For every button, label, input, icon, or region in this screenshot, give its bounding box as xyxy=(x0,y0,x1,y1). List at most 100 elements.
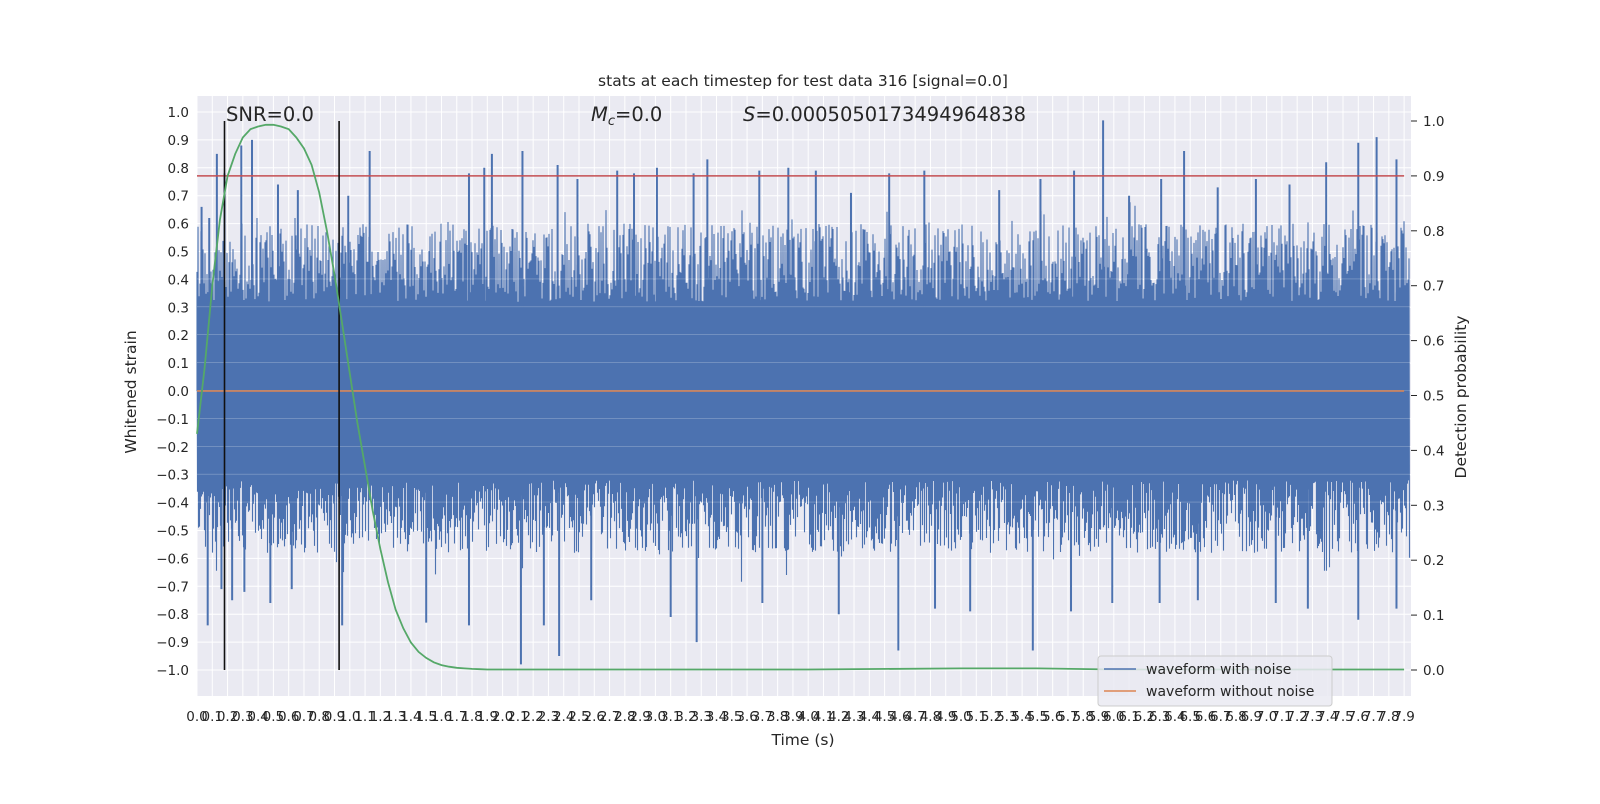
x-tick-label: 1.4 xyxy=(400,709,421,725)
x-tick-label: 2.3 xyxy=(538,709,559,725)
x-tick-label: 0.8 xyxy=(308,709,329,725)
x-tick-label: 6.1 xyxy=(1118,709,1139,725)
x-tick-label: 6.7 xyxy=(1210,709,1231,725)
x-tick-label: 6.3 xyxy=(1149,709,1170,725)
y2-axis-ticks: 1.0 0.9 0.8 0.7 0.6 0.5 0.4 0.3 0.2 0.1 0.0 xyxy=(1411,114,1444,679)
x-tick-label: 4.1 xyxy=(813,709,834,725)
x-tick-label: 0.1 xyxy=(202,709,223,725)
x-tick-label: 6.8 xyxy=(1225,709,1246,725)
x-tick-label: 3.1 xyxy=(660,709,681,725)
x-tick-label: 1.1 xyxy=(354,709,375,725)
y2-tick-label: 0.7 xyxy=(1423,279,1444,295)
chart-title: stats at each timestep for test data 316… xyxy=(598,72,1008,90)
y-tick-label: 0.5 xyxy=(168,245,189,261)
y2-tick-label: 1.0 xyxy=(1423,114,1444,130)
x-tick-label: 3.6 xyxy=(736,709,757,725)
x-tick-label: 4.2 xyxy=(828,709,849,725)
x-tick-label: 0.6 xyxy=(278,709,299,725)
x-tick-label: 2.0 xyxy=(492,709,513,725)
y2-tick-label: 0.6 xyxy=(1423,334,1444,350)
x-tick-label: 5.3 xyxy=(996,709,1017,725)
x-tick-label: 6.5 xyxy=(1179,709,1200,725)
x-tick-label: 2.1 xyxy=(507,709,528,725)
legend-box xyxy=(1097,655,1333,707)
y-tick-label: −0.6 xyxy=(156,551,189,567)
x-tick-label: 2.6 xyxy=(584,709,605,725)
x-tick-label: 6.9 xyxy=(1241,709,1262,725)
x-axis-ticks: 0.00.10.20.30.40.50.60.70.80.91.01.11.21… xyxy=(186,709,1415,725)
x-tick-label: 5.6 xyxy=(1042,709,1063,725)
y-tick-label: −0.9 xyxy=(156,635,189,651)
legend: waveform with noise waveform without noi… xyxy=(1097,655,1333,707)
chirp-mass-annotation: Mc=0.0 xyxy=(591,103,662,129)
y-tick-label: 0.3 xyxy=(168,300,189,316)
x-tick-label: 4.0 xyxy=(797,709,818,725)
y-tick-label: 0.1 xyxy=(168,356,189,372)
y2-tick-label: 0.5 xyxy=(1423,389,1444,405)
x-tick-label: 4.3 xyxy=(843,709,864,725)
x-tick-label: 7.0 xyxy=(1256,709,1277,725)
x-tick-label: 0.4 xyxy=(247,709,268,725)
x-tick-label: 5.9 xyxy=(1088,709,1109,725)
x-tick-label: 0.2 xyxy=(217,709,238,725)
y-tick-label: −0.4 xyxy=(156,496,189,512)
y2-tick-label: 0.4 xyxy=(1423,443,1444,459)
y-tick-label: −0.1 xyxy=(156,412,189,428)
y-tick-label: 0.4 xyxy=(168,272,189,288)
x-tick-label: 5.4 xyxy=(1011,709,1032,725)
x-tick-label: 1.2 xyxy=(370,709,391,725)
x-tick-label: 0.5 xyxy=(263,709,284,725)
x-tick-label: 3.7 xyxy=(752,709,773,725)
x-tick-label: 4.5 xyxy=(874,709,895,725)
y-tick-label: −0.3 xyxy=(156,468,189,484)
x-tick-label: 4.8 xyxy=(920,709,941,725)
x-tick-label: 3.8 xyxy=(767,709,788,725)
legend-label-noise: waveform with noise xyxy=(1146,662,1291,678)
x-tick-label: 6.6 xyxy=(1195,709,1216,725)
x-tick-label: 2.2 xyxy=(522,709,543,725)
y-tick-label: −0.7 xyxy=(156,579,189,595)
x-tick-label: 7.2 xyxy=(1286,709,1307,725)
x-tick-label: 4.6 xyxy=(889,709,910,725)
x-tick-label: 7.8 xyxy=(1378,709,1399,725)
x-tick-label: 0.7 xyxy=(293,709,314,725)
y-tick-label: −0.8 xyxy=(156,607,189,623)
y2-tick-label: 0.0 xyxy=(1423,663,1444,679)
x-tick-label: 3.5 xyxy=(721,709,742,725)
x-tick-label: 5.1 xyxy=(966,709,987,725)
y2-axis-label: Detection probability xyxy=(1452,316,1470,479)
x-tick-label: 5.8 xyxy=(1072,709,1093,725)
snr-annotation: SNR=0.0 xyxy=(226,103,314,126)
x-tick-label: 3.9 xyxy=(782,709,803,725)
x-tick-label: 5.0 xyxy=(950,709,971,725)
legend-label-clean: waveform without noise xyxy=(1146,684,1314,700)
y-tick-label: −0.5 xyxy=(156,524,189,540)
x-tick-label: 1.0 xyxy=(339,709,360,725)
x-tick-label: 3.4 xyxy=(706,709,727,725)
x-tick-label: 4.9 xyxy=(935,709,956,725)
x-tick-label: 1.9 xyxy=(477,709,498,725)
x-tick-label: 3.2 xyxy=(675,709,696,725)
x-tick-label: 0.0 xyxy=(186,709,207,725)
x-tick-label: 3.0 xyxy=(645,709,666,725)
x-tick-label: 7.3 xyxy=(1302,709,1323,725)
x-tick-label: 2.9 xyxy=(629,709,650,725)
x-tick-label: 1.5 xyxy=(415,709,436,725)
y-axis-ticks: 1.0 0.9 0.8 0.7 0.6 0.5 0.4 0.3 0.2 0.1 0.0 −0.1 −0.… xyxy=(156,105,189,679)
x-tick-label: 7.6 xyxy=(1348,709,1369,725)
y2-tick-label: 0.3 xyxy=(1423,498,1444,514)
y-tick-label: 1.0 xyxy=(168,105,189,121)
x-tick-label: 2.5 xyxy=(568,709,589,725)
x-tick-label: 5.2 xyxy=(981,709,1002,725)
y-tick-label: 0.8 xyxy=(168,161,189,177)
y2-tick-label: 0.2 xyxy=(1423,553,1444,569)
y2-tick-label: 0.1 xyxy=(1423,608,1444,624)
x-tick-label: 1.7 xyxy=(446,709,467,725)
x-tick-label: 2.8 xyxy=(614,709,635,725)
y2-tick-label: 0.9 xyxy=(1423,169,1444,185)
window-markers xyxy=(223,121,340,670)
x-tick-label: 7.1 xyxy=(1271,709,1292,725)
x-axis-label: Time (s) xyxy=(770,731,834,749)
